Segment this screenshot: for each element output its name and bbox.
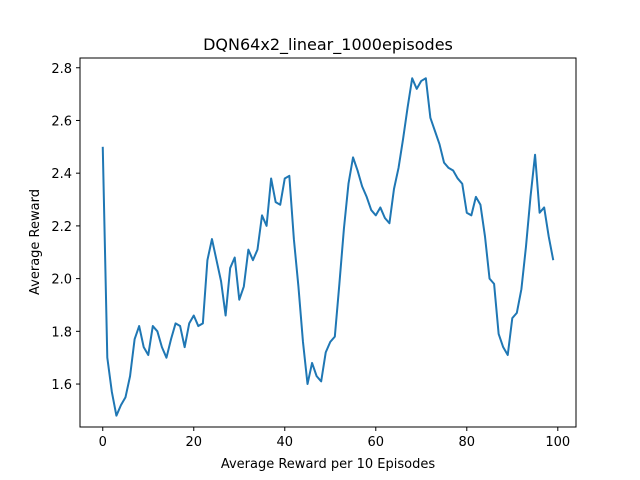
x-tick-label: 40 — [276, 435, 293, 450]
x-axis-label: Average Reward per 10 Episodes — [221, 457, 436, 472]
chart-title: DQN64x2_linear_1000episodes — [203, 35, 453, 55]
x-tick-label: 100 — [545, 435, 570, 450]
y-tick-label: 1.8 — [51, 325, 72, 340]
x-tick-label: 0 — [99, 435, 107, 450]
y-tick-label: 1.6 — [51, 378, 72, 393]
y-tick-label: 2.4 — [51, 167, 72, 182]
plot-area — [79, 57, 577, 428]
axes-frame — [79, 57, 577, 428]
y-axis-label: Average Reward — [28, 189, 43, 295]
y-tick-label: 2.0 — [51, 273, 72, 288]
y-axis-ticks: 1.6 1.8 2.0 2.2 2.4 2.6 2.8 — [51, 62, 80, 393]
x-tick-label: 60 — [368, 435, 385, 450]
x-axis-ticks: 0 20 40 60 80 100 — [99, 427, 570, 450]
x-tick-label: 20 — [185, 435, 202, 450]
series-line — [101, 77, 555, 417]
x-tick-label: 80 — [459, 435, 476, 450]
y-tick-label: 2.2 — [51, 220, 72, 235]
y-tick-label: 2.8 — [51, 62, 72, 77]
y-tick-label: 2.6 — [51, 114, 72, 129]
